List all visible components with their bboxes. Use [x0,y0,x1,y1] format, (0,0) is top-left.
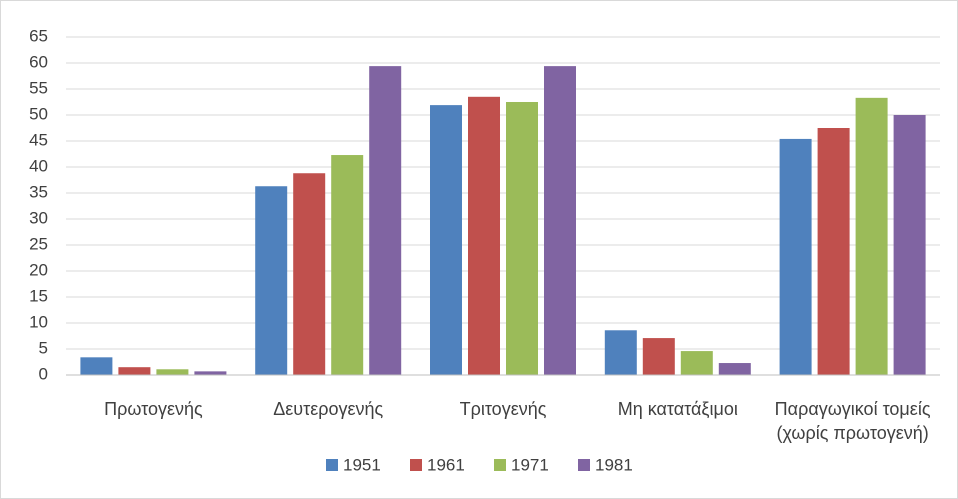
bar [80,357,113,375]
x-tick-label: Πρωτογενής [104,399,203,419]
bar [293,173,326,375]
y-tick-label: 0 [39,364,48,383]
x-tick-label: Δευτερογενής [273,399,384,419]
x-tick-label: Παραγωγικοί τομείς (χωρίς πρωτογενή) [774,399,931,443]
bar [118,367,151,375]
legend-swatch [578,459,590,471]
y-tick-label: 5 [39,338,48,357]
bar [255,186,288,375]
y-tick-label: 50 [29,104,48,123]
bar [604,330,637,375]
legend-label: 1971 [511,455,549,474]
bar [893,115,926,375]
x-tick-label: Μη κατατάξιμοι [617,399,738,419]
bar [718,363,751,375]
legend-label: 1951 [343,455,381,474]
bar [331,155,364,375]
legend-label: 1981 [595,455,633,474]
y-tick-label: 15 [29,286,48,305]
bar [468,96,500,376]
y-tick-label: 40 [29,156,48,175]
bar [642,338,675,375]
bar [779,138,812,375]
y-tick-label: 30 [29,208,48,227]
y-tick-label: 20 [29,260,48,279]
legend-swatch [494,459,506,471]
bar [855,97,888,375]
y-tick-label: 65 [29,26,48,45]
y-tick-label: 55 [29,78,48,97]
x-tick-label: Τριτογενής [459,399,547,419]
legend-swatch [326,459,338,471]
legend-swatch [410,459,422,471]
y-tick-label: 10 [29,312,48,331]
legend-label: 1961 [427,455,465,474]
bar [544,66,576,376]
y-tick-label: 35 [29,182,48,201]
bar [156,369,189,375]
bar [506,102,538,375]
y-tick-label: 25 [29,234,48,253]
y-tick-label: 45 [29,130,48,149]
bar [430,105,462,376]
bar [369,66,402,376]
bar [680,351,713,375]
y-tick-label: 60 [29,52,48,71]
bar [194,371,227,375]
bar [817,128,850,375]
